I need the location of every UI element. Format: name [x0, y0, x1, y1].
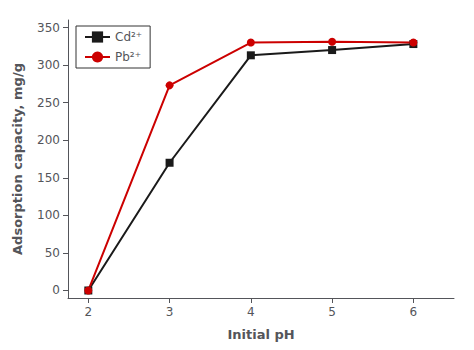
- svg-text:Adsorption capacity, mg/g: Adsorption capacity, mg/g: [10, 63, 25, 255]
- svg-text:2: 2: [84, 305, 92, 319]
- svg-text:100: 100: [37, 208, 60, 222]
- svg-text:6: 6: [410, 305, 418, 319]
- svg-text:150: 150: [37, 171, 60, 185]
- svg-text:3: 3: [166, 305, 174, 319]
- svg-text:5: 5: [328, 305, 336, 319]
- svg-text:300: 300: [37, 58, 60, 72]
- svg-text:350: 350: [37, 21, 60, 35]
- svg-text:0: 0: [52, 283, 60, 297]
- svg-text:4: 4: [247, 305, 255, 319]
- svg-text:Initial pH: Initial pH: [227, 327, 294, 342]
- svg-text:50: 50: [45, 246, 60, 260]
- svg-text:200: 200: [37, 133, 60, 147]
- svg-text:250: 250: [37, 96, 60, 110]
- svg-text:Pb²⁺: Pb²⁺: [115, 50, 141, 64]
- svg-text:Cd²⁺: Cd²⁺: [115, 30, 142, 44]
